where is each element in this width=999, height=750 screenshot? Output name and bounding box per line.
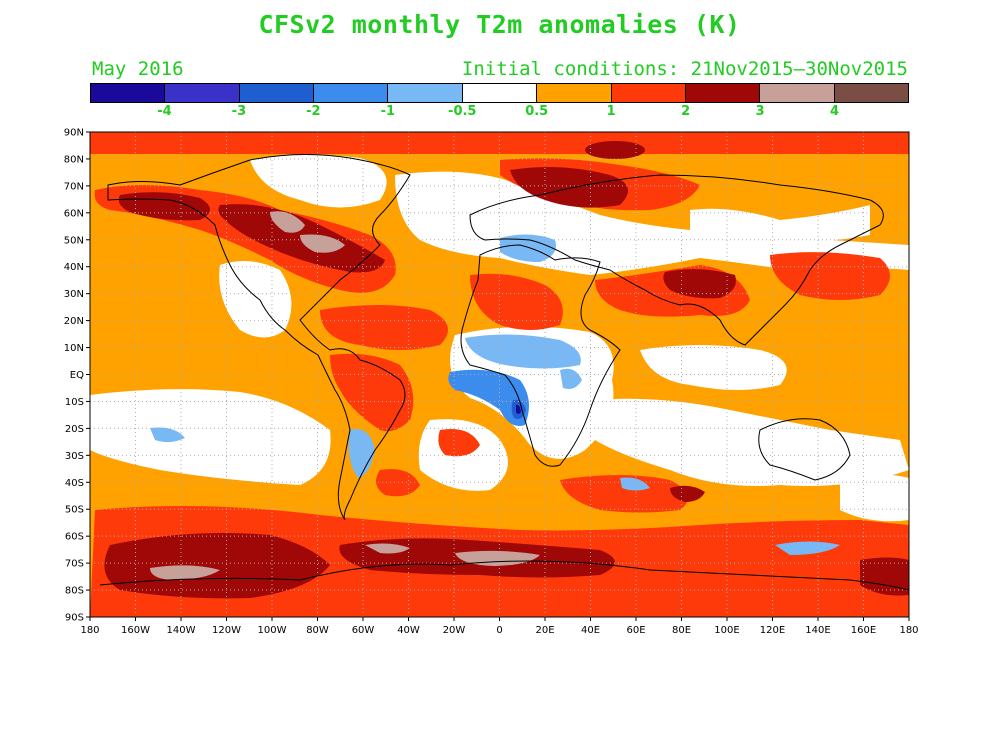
lon-label: 160W (121, 625, 150, 636)
lat-label: 60N (64, 208, 84, 219)
graticule (90, 132, 909, 617)
colorbar-label: -1 (380, 104, 396, 119)
lon-label: 0 (496, 625, 502, 636)
lon-label: 40W (397, 625, 420, 636)
lon-label: 120W (212, 625, 241, 636)
lat-label: 80N (64, 154, 84, 165)
lon-label: 20E (535, 625, 554, 636)
lat-label: 50N (64, 235, 84, 246)
arctic-hotspot (585, 141, 645, 159)
lat-label: 90S (65, 613, 84, 624)
lat-label: 90N (64, 128, 84, 139)
lon-label: 140E (805, 625, 830, 636)
lat-label: 70N (64, 181, 84, 192)
lon-label: 40E (581, 625, 600, 636)
lon-label: 180 (80, 625, 99, 636)
coastlines (99, 153, 909, 591)
lon-label: 20W (443, 625, 466, 636)
lat-label: 80S (65, 586, 84, 597)
initial-conditions: Initial conditions: 21Nov2015–30Nov2015 (461, 58, 908, 80)
colorbar-segment (537, 84, 612, 102)
lat-label: 40S (65, 478, 84, 489)
lon-label: 100W (258, 625, 287, 636)
colorbar-label: -0.5 (448, 104, 477, 119)
lat-label: 20N (64, 316, 84, 327)
lon-label: 120E (760, 625, 785, 636)
latitude-labels: 90N 80N 70N 60N 50N 40N 30N 20N 10N EQ 10S 20S 30S 40… (64, 128, 90, 624)
lat-label: 10N (64, 343, 84, 354)
colorbar-segment (165, 84, 240, 102)
very-warm-regions (150, 211, 540, 580)
colorbar-segment (239, 84, 315, 102)
colorbar-segment (314, 84, 389, 102)
lat-label: EQ (70, 370, 84, 381)
lon-label: 80W (306, 625, 329, 636)
lat-label: 10S (65, 397, 84, 408)
colorbar (90, 83, 909, 103)
colorbar-label: -4 (157, 104, 172, 119)
lat-label: 50S (65, 505, 84, 516)
lat-label: 40N (64, 262, 84, 273)
lon-label: 140W (167, 625, 196, 636)
colorbar-segment (685, 84, 761, 102)
colorbar-label: -3 (231, 104, 247, 119)
colorbar-label: 2 (681, 104, 691, 119)
lat-label: 30S (65, 451, 84, 462)
colorbar-segment (611, 84, 686, 102)
cold-anomaly-regions (150, 234, 840, 555)
lat-label: 60S (65, 532, 84, 543)
lon-label: 80E (672, 625, 691, 636)
colorbar-segment (462, 84, 538, 102)
longitude-labels: 180 160W 140W 120W 100W 80W 60W 40W 20W 0 20E 40E 60… (80, 617, 919, 636)
lon-label: 180 (899, 625, 918, 636)
arctic-warm-band (90, 132, 909, 154)
colorbar-label: 0.5 (525, 104, 549, 119)
colorbar-label: 1 (606, 104, 616, 119)
colorbar-segment (760, 84, 835, 102)
colorbar-segment (91, 84, 166, 102)
lon-label: 100E (714, 625, 739, 636)
colorbar-segment (388, 84, 463, 102)
colorbar-label: 4 (830, 104, 840, 119)
lat-label: 20S (65, 424, 84, 435)
chart-title: CFSv2 monthly T2m anomalies (K) (258, 10, 741, 39)
lat-label: 70S (65, 559, 84, 570)
colorbar-label: -2 (306, 104, 321, 119)
lon-label: 60W (352, 625, 375, 636)
forecast-month: May 2016 (92, 58, 184, 80)
colorbar-segment (834, 84, 908, 102)
lon-label: 60E (626, 625, 645, 636)
colorbar-label: 3 (755, 104, 765, 119)
lon-label: 160E (851, 625, 876, 636)
anomaly-field (90, 132, 909, 617)
lat-label: 30N (64, 289, 84, 300)
